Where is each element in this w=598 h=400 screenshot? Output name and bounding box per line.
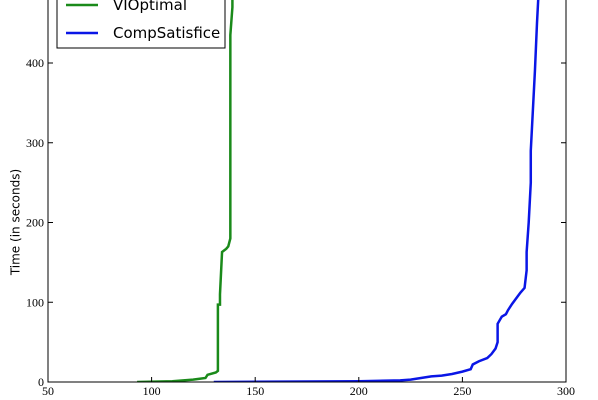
- axes-frame: [47, 0, 567, 383]
- x-tick-label: 300: [557, 384, 575, 398]
- x-tick-label: 200: [350, 384, 368, 398]
- legend: VIOptimal CompSatisfice: [56, 0, 226, 49]
- legend-label: CompSatisfice: [113, 24, 220, 42]
- y-tick-label: 200: [26, 216, 44, 230]
- y-tick-label: 300: [26, 136, 44, 150]
- x-tick-label: 150: [246, 384, 264, 398]
- x-tick-label: 250: [453, 384, 471, 398]
- plot-area: [137, 0, 540, 382]
- y-tick-label: 0: [38, 375, 44, 389]
- y-tick-label: 100: [26, 295, 44, 309]
- x-tick-label: 50: [42, 384, 54, 398]
- x-tick-label: 100: [143, 384, 161, 398]
- y-axis-label: Time (in seconds): [9, 169, 23, 276]
- y-tick-label: 400: [26, 56, 44, 70]
- series-line: [213, 0, 540, 382]
- series-line: [137, 0, 234, 382]
- legend-box: [56, 0, 226, 49]
- axes: 50 100 150 200 250 300 0 100 200 300 400 VIOptimal C…: [26, 0, 575, 398]
- legend-label: VIOptimal: [113, 0, 187, 14]
